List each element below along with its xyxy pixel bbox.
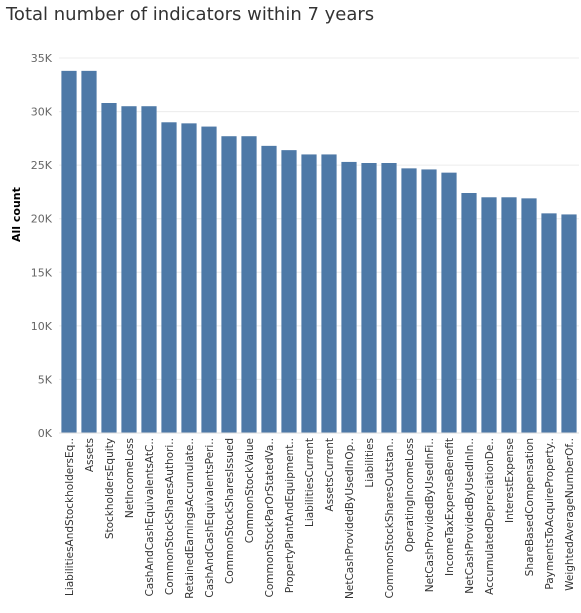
bar[interactable] (401, 168, 417, 433)
x-tick-label: CommonStockSharesOutstan.. (384, 438, 396, 599)
x-tick-label: Assets (84, 438, 96, 472)
x-tick-label: LiabilitiesCurrent (304, 438, 316, 527)
bar[interactable] (181, 123, 197, 433)
bar[interactable] (421, 169, 437, 433)
y-tick-label: 30K (31, 106, 53, 119)
x-tick-label: AccumulatedDepreciationDe.. (484, 438, 496, 595)
bar[interactable] (341, 161, 357, 433)
bar[interactable] (261, 145, 277, 433)
x-tick-label: InterestExpense (504, 438, 516, 523)
bar[interactable] (481, 197, 497, 433)
bar[interactable] (81, 70, 97, 433)
bar[interactable] (461, 193, 477, 433)
x-tick-label: CommonStockValue (244, 438, 256, 543)
y-tick-label: 15K (31, 266, 53, 279)
bar[interactable] (241, 136, 257, 433)
x-tick-label: ShareBasedCompensation (524, 438, 536, 576)
bar[interactable] (541, 213, 557, 433)
x-tick-label: WeightedAverageNumberOf.. (564, 438, 576, 591)
x-tick-label: StockholdersEquity (104, 438, 116, 539)
bar[interactable] (301, 154, 317, 433)
x-tick-label: Liabilities (364, 438, 376, 488)
y-tick-label: 10K (31, 320, 53, 333)
bar[interactable] (441, 172, 457, 433)
bar[interactable] (321, 154, 337, 433)
x-tick-label: NetIncomeLoss (124, 438, 136, 518)
x-tick-label: CommonStockSharesAuthori.. (164, 438, 176, 595)
bar[interactable] (361, 163, 377, 433)
x-tick-label: CashAndCashEquivalentsPeri.. (204, 438, 216, 598)
y-tick-label: 5K (38, 373, 53, 386)
bar[interactable] (201, 126, 217, 434)
bar[interactable] (501, 197, 517, 433)
y-tick-label: 0K (38, 427, 53, 440)
bar[interactable] (521, 198, 537, 433)
x-tick-label: LiabilitiesAndStockholdersEq.. (64, 438, 76, 596)
bar[interactable] (61, 70, 77, 433)
x-tick-label: PaymentsToAcquireProperty.. (544, 438, 556, 590)
x-tick-label: NetCashProvidedByUsedInFi.. (424, 438, 436, 592)
x-tick-label: RetainedEarningsAccumulate.. (184, 438, 196, 599)
bar[interactable] (281, 150, 297, 433)
y-tick-label: 20K (31, 213, 53, 226)
x-tick-label: PropertyPlantAndEquipment.. (284, 438, 296, 593)
bar[interactable] (561, 214, 577, 433)
x-tick-label: IncomeTaxExpenseBenefit (444, 438, 456, 576)
bar[interactable] (121, 106, 137, 433)
x-tick-label: CashAndCashEquivalentsAtC.. (144, 438, 156, 597)
x-tick-label: AssetsCurrent (324, 438, 336, 512)
x-tick-label: NetCashProvidedByUsedInOp.. (344, 438, 356, 599)
x-tick-label: OperatingIncomeLoss (404, 438, 416, 552)
x-tick-label: CommonStockSharesIssued (224, 438, 236, 584)
bar[interactable] (381, 163, 397, 433)
bar[interactable] (141, 106, 157, 433)
x-tick-label: CommonStockParOrStatedVa.. (264, 438, 276, 597)
y-tick-label: 35K (31, 52, 53, 65)
bar[interactable] (101, 103, 117, 433)
y-tick-label: 25K (31, 159, 53, 172)
bar[interactable] (161, 122, 177, 434)
chart-title: Total number of indicators within 7 year… (6, 4, 375, 25)
bar[interactable] (221, 136, 237, 433)
x-tick-label: NetCashProvidedByUsedInIn.. (464, 438, 476, 594)
